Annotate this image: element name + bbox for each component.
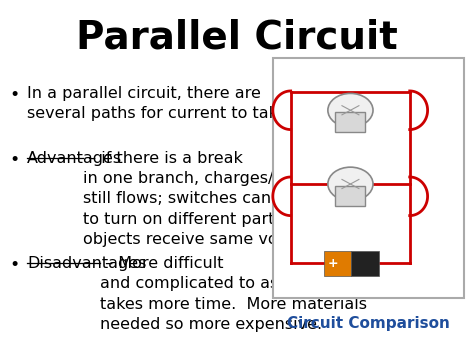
Text: •: • — [10, 86, 20, 104]
Circle shape — [328, 167, 373, 201]
Text: Disadvantages: Disadvantages — [27, 256, 146, 271]
Text: •: • — [10, 151, 20, 169]
FancyBboxPatch shape — [273, 58, 464, 298]
Text: In a parallel circuit, there are
several paths for current to take.: In a parallel circuit, there are several… — [27, 86, 292, 121]
Circle shape — [328, 93, 373, 127]
Text: – if there is a break
in one branch, charges/energy
still flows; switches can be: – if there is a break in one branch, cha… — [83, 151, 352, 247]
Text: •: • — [10, 256, 20, 274]
Text: – More difficult
and complicated to assemble –
takes more time.  More materials
: – More difficult and complicated to asse… — [100, 256, 367, 332]
Text: Advantages: Advantages — [27, 151, 122, 166]
Text: Parallel Circuit: Parallel Circuit — [76, 19, 398, 57]
FancyBboxPatch shape — [336, 186, 365, 206]
FancyBboxPatch shape — [351, 251, 379, 276]
Text: +: + — [328, 257, 338, 270]
Text: Circuit Comparison: Circuit Comparison — [287, 316, 450, 331]
FancyBboxPatch shape — [336, 112, 365, 132]
FancyBboxPatch shape — [324, 251, 351, 276]
